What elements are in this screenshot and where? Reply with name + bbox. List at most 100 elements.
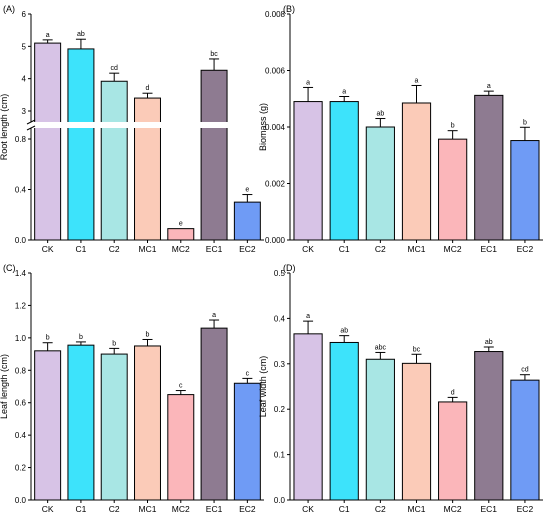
significance-letter: bc [413, 346, 421, 353]
panel-label: (C) [3, 263, 16, 273]
bar-ck [293, 333, 323, 501]
bar-mc1 [134, 97, 161, 241]
significance-letter: a [487, 83, 491, 90]
x-tick-label: MC1 [408, 504, 426, 514]
bar-c1 [67, 48, 95, 241]
bar-mc2 [167, 394, 195, 501]
x-tick-label: MC2 [444, 504, 462, 514]
x-tick-label: EC1 [481, 504, 498, 514]
y-tick-label: 3 [22, 107, 27, 116]
x-tick-label: EC2 [517, 244, 534, 254]
significance-letter: cd [111, 65, 119, 72]
x-tick-label: EC1 [481, 244, 498, 254]
x-tick-label: EC2 [239, 244, 256, 254]
bar-ec2 [233, 201, 261, 241]
y-tick-label: 0.008 [265, 10, 286, 19]
x-tick-label: MC2 [444, 244, 462, 254]
bar-ec1 [474, 351, 504, 501]
significance-letter: b [79, 334, 83, 341]
x-tick-label: C1 [75, 244, 86, 254]
bar-c1 [329, 341, 359, 501]
y-axis-label: Biomass (g) [258, 103, 268, 151]
y-tick-label: 1.0 [15, 334, 27, 343]
x-tick-label: C2 [375, 244, 386, 254]
x-tick-label: CK [302, 504, 314, 514]
significance-letter: abc [375, 344, 387, 351]
x-tick-label: C1 [339, 504, 350, 514]
y-tick-label: 0.0 [15, 496, 27, 505]
chart-panel-4: (D) Leaf width (cm) 0.0 0.1 0.2 0.3 0.4 0.5 a CK a… [258, 263, 543, 514]
axis-break-band [25, 122, 270, 128]
bar-ec2 [510, 379, 540, 501]
y-axis-label: Root length (cm) [0, 94, 9, 161]
y-tick-label: 0.002 [265, 180, 286, 189]
y-tick-label: 0.3 [274, 360, 286, 369]
bar-mc1 [134, 345, 161, 501]
significance-letter: cd [521, 367, 529, 374]
bar-mc2 [438, 401, 468, 501]
significance-letter: b [46, 335, 50, 342]
y-tick-label: 5 [22, 42, 27, 51]
y-tick-label: 1.2 [15, 301, 27, 310]
significance-letter: d [451, 389, 455, 396]
significance-letter: b [451, 123, 455, 130]
significance-letter: ab [485, 339, 493, 346]
bar-c2 [100, 80, 128, 241]
x-tick-label: EC1 [206, 244, 223, 254]
y-tick-label: 1.4 [15, 269, 27, 278]
significance-letter: a [46, 32, 50, 39]
y-tick-label: 0.006 [265, 67, 286, 76]
y-tick-label: 0.4 [15, 431, 27, 440]
significance-letter: b [112, 340, 116, 347]
x-tick-label: EC2 [517, 504, 534, 514]
chart-panel-1: (A) Root length (cm) 0.0 0.4 0.8 3 4 5 6 a CK ab C1 c… [0, 4, 270, 254]
y-tick-label: 0.0 [15, 236, 27, 245]
significance-letter: c [246, 370, 250, 377]
y-tick-label: 0.6 [15, 399, 27, 408]
significance-letter: bc [210, 51, 218, 58]
x-tick-label: C1 [339, 244, 350, 254]
x-tick-label: EC2 [239, 504, 256, 514]
bar-ec1 [200, 69, 228, 241]
bar-ck [34, 42, 62, 241]
x-tick-label: MC1 [408, 244, 426, 254]
x-tick-label: CK [42, 244, 54, 254]
axis-break-mark [26, 119, 36, 125]
significance-letter: d [146, 85, 150, 92]
bar-ec2 [233, 382, 261, 501]
x-tick-label: C1 [75, 504, 86, 514]
y-tick-label: 0.000 [265, 236, 286, 245]
significance-letter: a [415, 77, 419, 84]
significance-letter: ab [340, 328, 348, 335]
significance-letter: ab [376, 111, 384, 118]
bar-mc2 [167, 228, 195, 241]
significance-letter: b [146, 331, 150, 338]
y-tick-label: 0.2 [274, 405, 286, 414]
y-axis-label: Leaf length (cm) [0, 354, 9, 419]
y-tick-label: 0.004 [265, 123, 286, 132]
bar-ec2 [510, 140, 540, 241]
chart-panel-3: (C) Leaf length (cm) 0.0 0.2 0.4 0.6 0.8 1.0 1.2… [0, 263, 264, 514]
x-tick-label: CK [42, 504, 54, 514]
bar-c1 [67, 344, 95, 501]
bar-ec1 [474, 94, 504, 241]
significance-letter: a [306, 313, 310, 320]
x-tick-label: EC1 [206, 504, 223, 514]
x-tick-label: C2 [375, 504, 386, 514]
bar-mc1 [401, 102, 432, 241]
significance-letter: a [342, 88, 346, 95]
x-tick-label: CK [302, 244, 314, 254]
significance-letter: a [306, 79, 310, 86]
bar-c2 [365, 126, 395, 241]
y-tick-label: 6 [22, 10, 27, 19]
panel-label: (A) [3, 4, 15, 14]
x-tick-label: C2 [109, 504, 120, 514]
significance-letter: a [212, 312, 216, 319]
bar-mc1 [401, 362, 432, 501]
bar-c1 [329, 101, 359, 241]
bar-mc2 [438, 138, 468, 241]
y-tick-label: 4 [22, 75, 27, 84]
significance-letter: ab [77, 31, 85, 38]
y-tick-label: 0.8 [15, 135, 27, 144]
